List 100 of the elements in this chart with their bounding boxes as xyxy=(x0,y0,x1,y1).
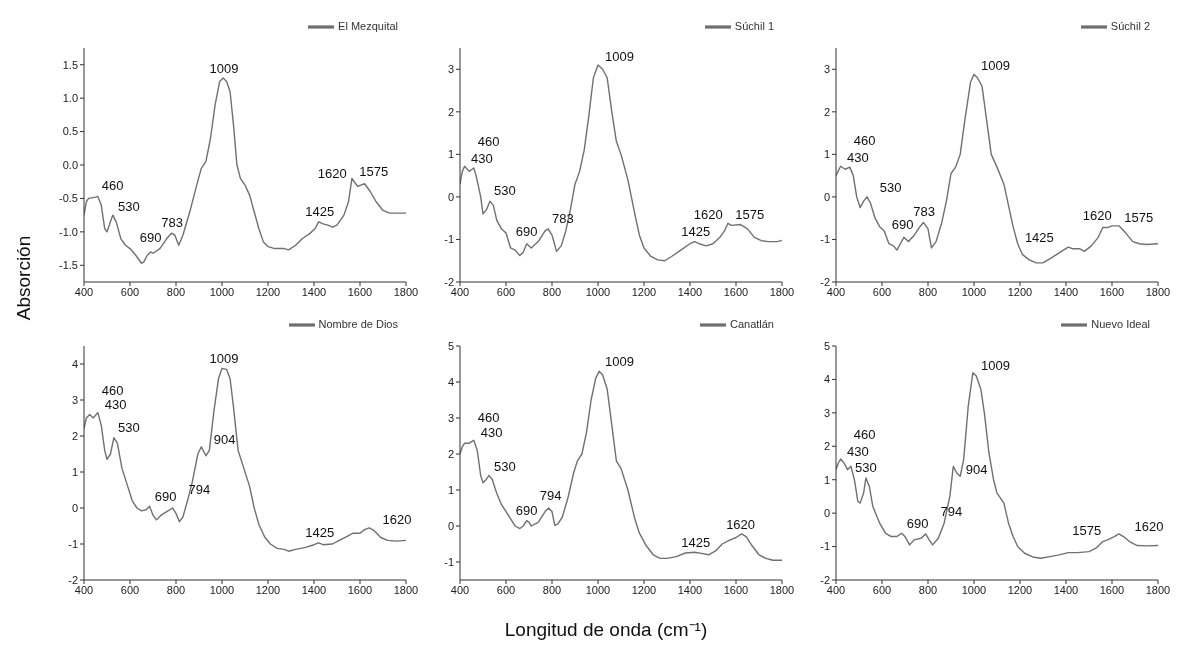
legend-label: Súchil 1 xyxy=(734,19,774,32)
y-tick-label: 1 xyxy=(447,483,454,496)
x-tick-label: 400 xyxy=(74,583,94,596)
x-tick-label: 800 xyxy=(166,285,186,298)
x-tick-label: 1000 xyxy=(961,583,987,596)
x-tick-label: 600 xyxy=(872,583,892,596)
y-tick-label: 3 xyxy=(71,393,78,406)
x-tick-label: 600 xyxy=(120,285,140,298)
x-tick-label: 1200 xyxy=(255,285,281,298)
annotation: 1009 xyxy=(981,357,1010,373)
legend-label: El Mezquital xyxy=(338,19,398,32)
annotation: 1620 xyxy=(1134,518,1164,534)
annotation: 904 xyxy=(965,462,988,478)
annotation: 690 xyxy=(154,489,177,505)
line-series xyxy=(460,64,782,262)
annotation: 530 xyxy=(117,199,140,215)
annotation: 1620 xyxy=(1082,207,1112,223)
x-tick-label: 1400 xyxy=(1053,285,1079,298)
x-tick-label: 1400 xyxy=(677,285,703,298)
x-tick-label: 1800 xyxy=(393,285,419,298)
y-tick-label: -1 xyxy=(444,555,454,568)
annotation: 1575 xyxy=(735,206,765,222)
x-tick-label: 1400 xyxy=(1053,583,1079,596)
y-tick-label: 4 xyxy=(447,375,454,388)
annotation: 460 xyxy=(853,133,876,149)
annotation: 794 xyxy=(539,488,562,504)
x-tick-label: 800 xyxy=(542,285,562,298)
annotation: 904 xyxy=(213,432,236,448)
x-tick-label: 600 xyxy=(496,583,516,596)
x-tick-label: 1000 xyxy=(209,285,235,298)
x-tick-label: 1000 xyxy=(961,285,987,298)
y-tick-label: -1.5 xyxy=(59,259,78,272)
y-tick-label: 3 xyxy=(447,411,454,424)
annotation: 530 xyxy=(117,419,140,435)
x-tick-label: 1800 xyxy=(769,285,795,298)
annotation: 530 xyxy=(493,458,516,474)
annotation: 1620 xyxy=(693,206,723,222)
y-tick-label: -1 xyxy=(68,537,78,550)
legend-label: Nombre de Dios xyxy=(318,317,398,330)
y-tick-label: 0 xyxy=(823,190,830,203)
y-tick-label: -2 xyxy=(68,573,78,586)
annotation: 794 xyxy=(188,482,211,498)
x-tick-label: 1600 xyxy=(723,583,749,596)
y-axis-title: Absorción xyxy=(13,235,34,321)
y-tick-label: 2 xyxy=(447,447,454,460)
x-tick-label: 600 xyxy=(496,285,516,298)
y-tick-label: 1 xyxy=(71,465,78,478)
annotation: 1009 xyxy=(209,60,239,76)
annotation: 1620 xyxy=(382,511,412,527)
x-tick-label: 1200 xyxy=(631,285,657,298)
y-tick-label: 0 xyxy=(447,519,454,532)
x-tick-label: 1800 xyxy=(1145,583,1171,596)
annotation: 690 xyxy=(515,223,538,239)
x-tick-label: 800 xyxy=(918,583,938,596)
annotation: 1425 xyxy=(681,534,711,550)
y-tick-label: 0 xyxy=(823,507,830,520)
annotation: 460 xyxy=(477,133,500,149)
x-tick-label: 1200 xyxy=(1007,285,1033,298)
y-tick-label: 3 xyxy=(823,406,830,419)
x-tick-label: 600 xyxy=(872,285,892,298)
annotation: 690 xyxy=(515,502,538,518)
x-tick-label: 800 xyxy=(166,583,186,596)
annotation: 783 xyxy=(161,215,183,231)
y-tick-label: 4 xyxy=(823,373,830,386)
x-tick-label: 600 xyxy=(120,583,140,596)
annotation: 1425 xyxy=(681,224,711,240)
y-tick-label: -0.5 xyxy=(59,192,78,205)
x-tick-label: 1200 xyxy=(1007,583,1033,596)
y-tick-label: 2 xyxy=(823,440,830,453)
annotation: 460 xyxy=(101,382,124,398)
annotation: 530 xyxy=(493,183,516,199)
annotation: 1009 xyxy=(981,58,1010,74)
x-tick-label: 1400 xyxy=(301,285,327,298)
y-tick-label: 5 xyxy=(447,339,454,352)
y-tick-label: -1 xyxy=(820,233,830,246)
annotation: 430 xyxy=(846,443,869,459)
annotation: 1575 xyxy=(1072,522,1102,538)
legend-label: Nuevo Ideal xyxy=(1091,317,1150,330)
annotation: 530 xyxy=(879,180,902,196)
x-tick-label: 1400 xyxy=(677,583,703,596)
x-tick-label: 1200 xyxy=(255,583,281,596)
x-tick-label: 1600 xyxy=(1099,285,1125,298)
x-tick-label: 1600 xyxy=(1099,583,1125,596)
y-tick-label: 0 xyxy=(447,190,454,203)
annotation: 430 xyxy=(846,149,869,165)
y-tick-label: 0 xyxy=(71,501,78,514)
annotation: 1009 xyxy=(605,48,634,64)
annotation: 1620 xyxy=(726,516,756,532)
annotation: 1575 xyxy=(359,163,389,179)
x-tick-label: 1400 xyxy=(301,583,327,596)
y-tick-label: -1 xyxy=(444,233,454,246)
annotation: 783 xyxy=(552,210,574,226)
y-tick-label: 5 xyxy=(823,339,830,352)
x-tick-label: 1600 xyxy=(347,285,373,298)
x-tick-label: 1600 xyxy=(723,285,749,298)
annotation: 1425 xyxy=(305,204,335,220)
legend-label: Súchil 2 xyxy=(1110,19,1150,32)
x-tick-label: 1600 xyxy=(347,583,373,596)
x-tick-label: 400 xyxy=(450,583,470,596)
y-tick-label: -2 xyxy=(820,275,830,288)
